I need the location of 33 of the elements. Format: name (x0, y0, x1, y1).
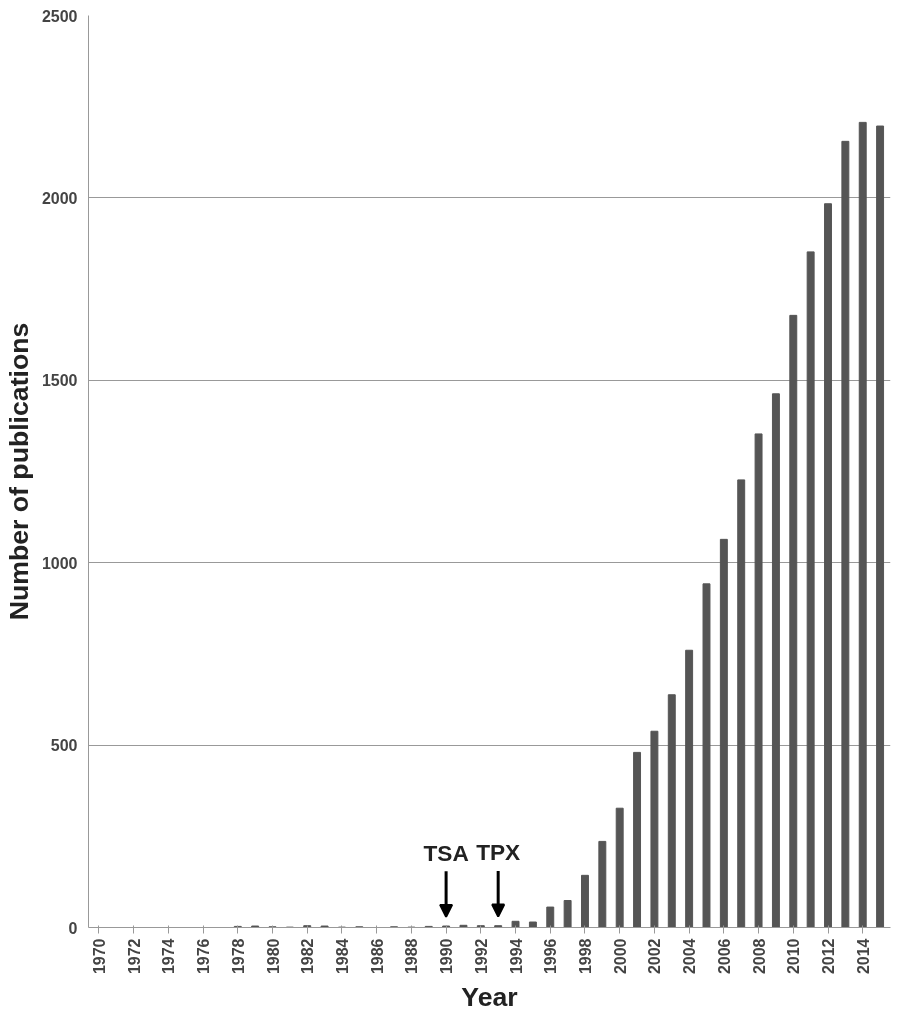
x-tick-label: 1974 (160, 938, 178, 975)
y-axis-title: Number of publications (3, 322, 34, 621)
x-tick-label: 1980 (264, 938, 282, 975)
annotation: TPX (476, 839, 521, 866)
x-tick-label: 1978 (229, 938, 247, 975)
x-tick-label: 2000 (611, 938, 629, 975)
y-tick-label: 2500 (41, 7, 78, 25)
x-tick-label: 2008 (750, 938, 768, 975)
x-tick-label: 1992 (472, 938, 490, 975)
x-axis-title: Year (461, 982, 518, 1013)
x-tick-label: 1990 (438, 938, 456, 975)
y-tick-label: 0 (68, 919, 78, 937)
x-tick-label: 1998 (576, 938, 594, 975)
x-tick-label: 1984 (333, 938, 351, 975)
annotation: TSA (423, 839, 469, 866)
x-tick-label: 1976 (195, 938, 213, 975)
x-tick-label: 2006 (715, 938, 733, 975)
x-tick-label: 1970 (90, 938, 108, 975)
x-tick-label: 1996 (542, 938, 560, 975)
x-tick-label: 2014 (854, 938, 872, 975)
y-tick-label: 1500 (41, 372, 78, 390)
x-tick-label: 2002 (646, 938, 664, 975)
x-tick-label: 1988 (403, 938, 421, 975)
y-tick-label: 2000 (41, 189, 78, 207)
y-tick-label: 1000 (41, 554, 78, 572)
x-tick-label: 1986 (368, 938, 386, 975)
x-tick-label: 1982 (299, 938, 317, 975)
y-tick-label: 500 (50, 737, 78, 755)
x-tick-label: 1972 (125, 938, 143, 975)
x-tick-label: 2012 (820, 938, 838, 975)
x-tick-label: 1994 (507, 938, 525, 975)
x-tick-label: 2004 (681, 938, 699, 975)
x-tick-label: 2010 (785, 938, 803, 975)
